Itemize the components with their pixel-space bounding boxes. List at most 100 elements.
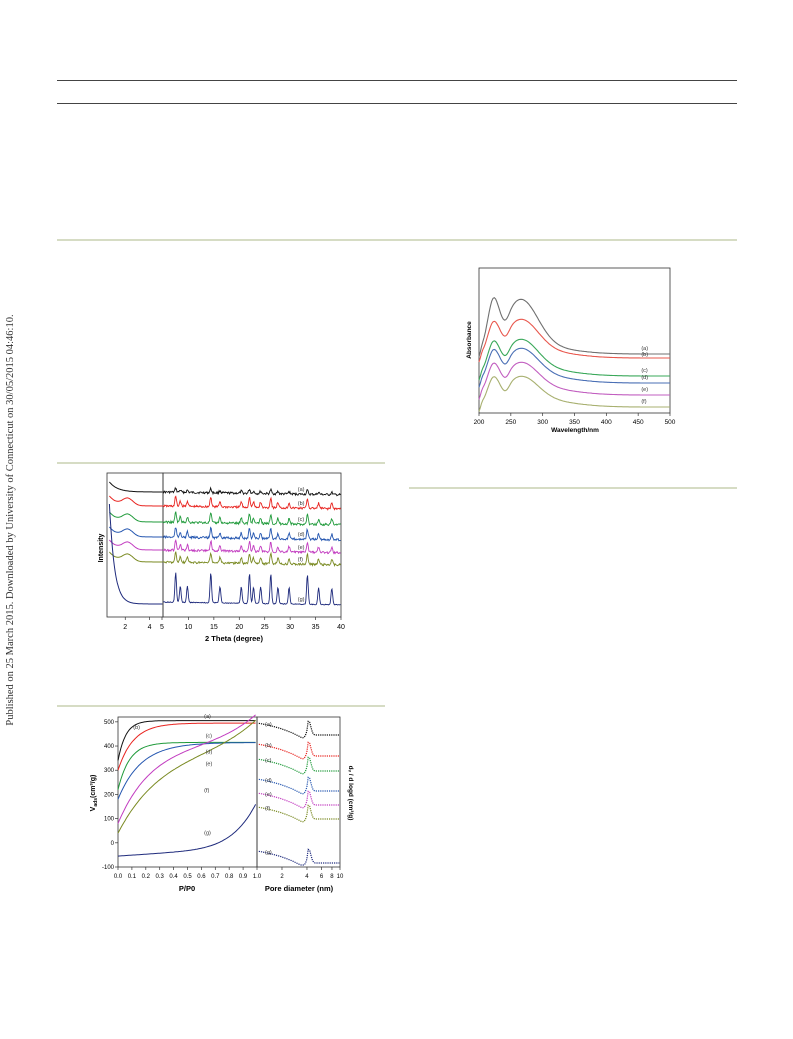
- iso-right-frame: [256, 716, 341, 868]
- iso-ytick-label: 0: [111, 841, 115, 847]
- pore-curve-label: (c): [265, 758, 272, 764]
- xrd-curve-labels: (a) (b) (c) (d) (e) (f) (g): [298, 487, 305, 603]
- pore-curve: [258, 776, 340, 795]
- xrd-wideangle-curve: [162, 572, 341, 606]
- xrd-x-ticks: 2 4 5 10 15 20 25 30 35 40: [123, 617, 345, 631]
- uv-curve-labels: (a)(b) (c)(d) (e) (f): [641, 346, 648, 405]
- xrd-curve-label: (d): [298, 532, 305, 538]
- uv-caption-rule: [409, 487, 737, 489]
- iso-curve-label: (a): [204, 714, 211, 720]
- xrd-xtick-label: 25: [261, 624, 269, 631]
- iso-ytick-label: 500: [104, 720, 115, 726]
- uv-ylabel: Absorbance: [466, 321, 473, 359]
- iso-curve-label: (b): [133, 725, 140, 731]
- xrd-wideangle-curve: [162, 495, 341, 511]
- uv-curve: [478, 297, 670, 357]
- iso-xlabel-left: P/P0: [179, 884, 195, 893]
- xrd-xtick-label: 15: [210, 624, 218, 631]
- xrd-wideangle-curve: [162, 511, 341, 527]
- uv-curve-label: (e): [641, 387, 648, 393]
- sidebar-published: Published on 25 March 2015. Downloaded b…: [5, 314, 19, 725]
- iso-curve: [117, 720, 256, 761]
- uv-vis-figure: (a)(b) (c)(d) (e) (f) 200 250 300 350 400 450 500…: [466, 267, 676, 434]
- xrd-lowangle-curve: [109, 511, 163, 523]
- iso-xtick-label: 0.3: [156, 874, 165, 880]
- header-rule-top: [57, 80, 737, 81]
- pore-curve-label: (d): [265, 778, 272, 784]
- iso-ylabel-right: dᵥ / d logd (cm³/g): [347, 766, 354, 821]
- uv-x-ticks: 200 250 300 350 400 450 500: [474, 413, 676, 426]
- xrd-wideangle-curve: [162, 526, 341, 542]
- iso-xtick-label: 0.9: [239, 874, 248, 880]
- iso-xtick-label: 0.7: [211, 874, 220, 880]
- xrd-xtick-label: 5: [160, 624, 164, 631]
- iso-curve-label: (c): [206, 734, 213, 740]
- iso-curve: [117, 722, 256, 771]
- xrd-curve-label: (g): [298, 597, 305, 603]
- xrd-xtick-label: 10: [185, 624, 193, 631]
- iso-xtick-label: 1.0: [253, 874, 262, 880]
- xrd-wideangle-curve: [163, 486, 341, 497]
- xrd-xtick-label: 35: [312, 624, 320, 631]
- uv-curve-label: (b): [641, 352, 648, 358]
- iso-left-frame: [117, 716, 258, 868]
- iso-ytick-label: 300: [104, 768, 115, 774]
- iso-xtick-label: 0.6: [197, 874, 206, 880]
- xrd-right-frame: [162, 472, 342, 618]
- pore-curve-label: (a): [265, 722, 272, 728]
- iso-curve: [117, 714, 256, 824]
- iso-xtick-label: 4: [305, 874, 309, 880]
- pore-curve-label: (g): [265, 850, 272, 856]
- header-rule-bottom: [57, 103, 737, 104]
- iso-xtick-label: 6: [320, 874, 324, 880]
- xrd-lowangle-curve: [109, 539, 163, 551]
- iso-ytick-label: 100: [104, 817, 115, 823]
- iso-caption-rule: [57, 705, 385, 707]
- uv-xtick-label: 200: [474, 419, 485, 426]
- iso-xtick-label: 0.8: [225, 874, 234, 880]
- pore-curve-label: (f): [265, 806, 270, 812]
- uv-curve-label: (d): [641, 375, 648, 381]
- uv-xtick-label: 300: [537, 419, 548, 426]
- iso-curve: [117, 804, 257, 857]
- pore-curve-label: (e): [265, 792, 272, 798]
- uv-curve-label: (c): [641, 368, 648, 374]
- uv-xtick-label: 400: [601, 419, 612, 426]
- pore-curve: [258, 756, 340, 775]
- xrd-xtick-label: 4: [148, 624, 152, 631]
- xrd-curve-label: (b): [298, 501, 305, 507]
- iso-ytick-label: 200: [104, 792, 115, 798]
- uv-curves: [478, 297, 670, 412]
- xrd-ylabel: Intensity: [98, 534, 105, 563]
- uv-xtick-label: 500: [665, 419, 676, 426]
- iso-curves: [117, 714, 340, 866]
- iso-xtick-label: 0.0: [114, 874, 123, 880]
- iso-ytick-label: 400: [104, 744, 115, 750]
- pore-curve: [258, 804, 340, 823]
- published-text: Published on 25 March 2015. Downloaded b…: [5, 314, 16, 726]
- xrd-curve-label: (a): [298, 487, 305, 493]
- xrd-xlabel: 2 Theta (degree): [205, 634, 263, 643]
- xrd-wideangle-curve: [162, 539, 341, 555]
- uv-xtick-label: 250: [505, 419, 516, 426]
- pore-curve: [258, 720, 340, 739]
- xrd-caption-rule: [57, 462, 385, 464]
- uv-curve: [478, 318, 670, 363]
- iso-ytick-label: -100: [102, 865, 115, 871]
- iso-curve-label: (g): [204, 830, 211, 836]
- iso-ylabel: Vads(cm³/g): [90, 775, 99, 812]
- iso-curve: [117, 719, 256, 834]
- xrd-xtick-label: 20: [235, 624, 243, 631]
- uv-xtick-label: 450: [633, 419, 644, 426]
- iso-xtick-label: 0.1: [128, 874, 137, 880]
- uv-curve: [478, 338, 670, 381]
- xrd-lowangle-curve: [109, 526, 163, 538]
- iso-curve: [117, 742, 256, 800]
- isotherm-figure: (a) (a) (b) (b) (c) (c) (d) (d) (e) (e) (f) (f) (g) (…: [90, 714, 354, 893]
- xrd-curve-label: (c): [298, 517, 305, 523]
- xrd-lowangle-curve: [108, 503, 163, 605]
- iso-curve-label: (f): [204, 788, 209, 794]
- xrd-lowangle-curve: [109, 481, 163, 493]
- uv-curve-label: (f): [641, 399, 646, 405]
- uv-xlabel: Wavelength/nm: [551, 427, 599, 434]
